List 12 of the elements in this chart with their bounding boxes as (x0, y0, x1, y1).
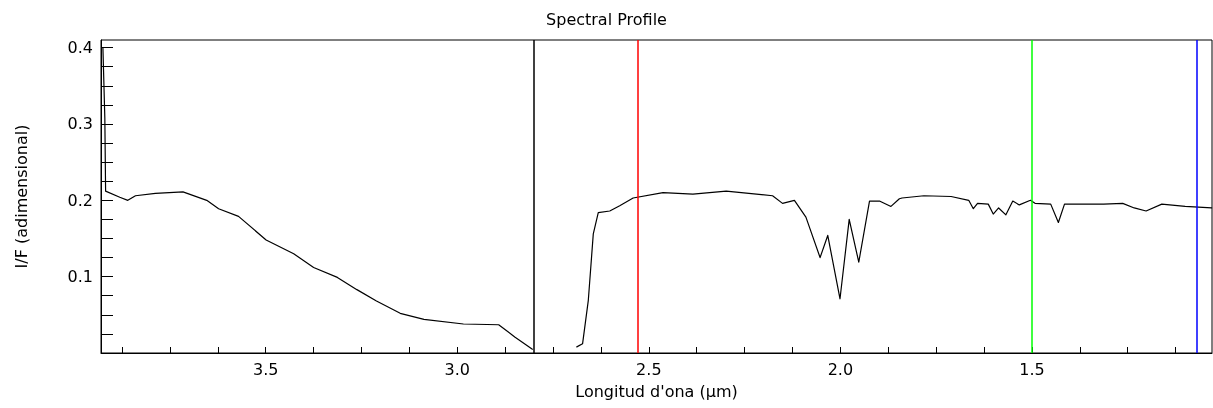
y-tick-label: 0.1 (67, 267, 93, 287)
x-tick-label: 1.5 (1019, 359, 1045, 379)
y-axis-title: I/F (adimensional) (11, 124, 31, 269)
y-tick-label: 0.3 (67, 114, 93, 134)
y-tick-label: 0.2 (67, 190, 93, 210)
x-axis-title: Longitud d'ona (μm) (575, 381, 738, 401)
chart-title: Spectral Profile (546, 9, 667, 29)
y-tick-label: 0.4 (67, 38, 93, 58)
x-tick-label: 3.5 (253, 359, 279, 379)
x-tick-label: 2.5 (636, 359, 662, 379)
x-tick-label: 2.0 (827, 359, 854, 379)
x-tick-label: 3.0 (444, 359, 471, 379)
